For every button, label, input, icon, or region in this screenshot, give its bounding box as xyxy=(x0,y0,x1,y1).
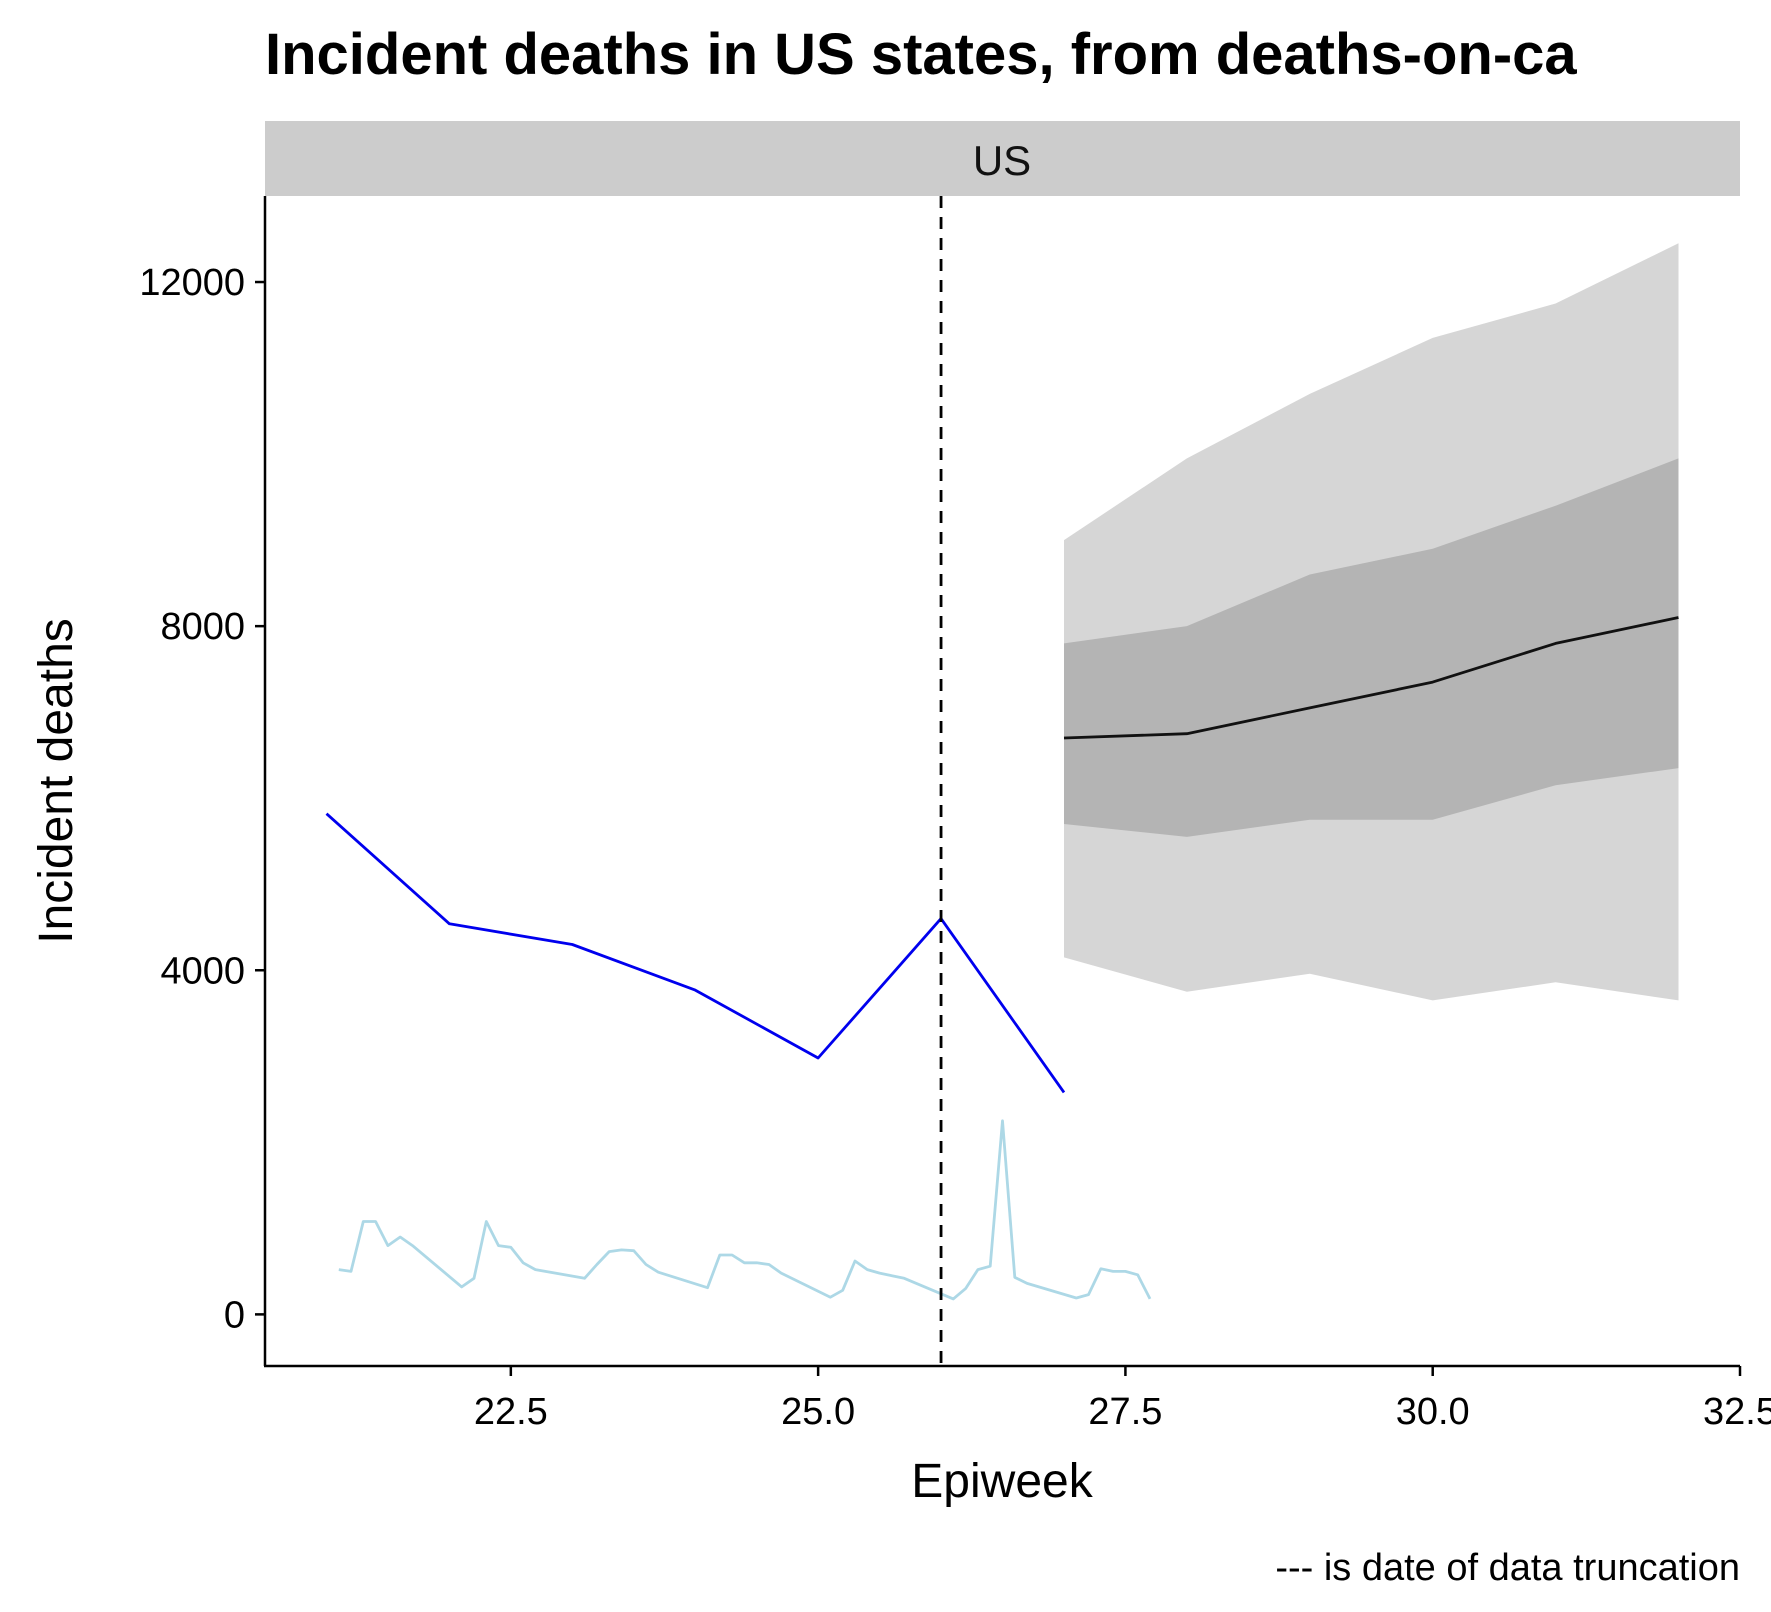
chart-title: Incident deaths in US states, from death… xyxy=(265,22,1577,87)
plot-marks xyxy=(325,196,1679,1366)
facet-strip-label: US xyxy=(973,137,1031,184)
daily-deaths-line xyxy=(338,1119,1152,1301)
x-tick-label: 27.5 xyxy=(1088,1391,1162,1433)
forecast-inner-band xyxy=(1064,458,1679,837)
y-tick-label: 8000 xyxy=(160,606,245,648)
x-tick-label: 22.5 xyxy=(474,1391,548,1433)
chart-caption: --- is date of data truncation xyxy=(1275,1547,1740,1589)
x-tick-label: 32.5 xyxy=(1703,1391,1771,1433)
plot-area xyxy=(325,196,1679,1366)
y-tick-label: 0 xyxy=(224,1294,245,1336)
axis-ticks: 22.5 25.0 27.5 30.0 32.5 0 4000 8000 12000 xyxy=(139,262,1771,1433)
y-tick-label: 4000 xyxy=(160,950,245,992)
y-axis-title: Incident deaths xyxy=(30,618,83,944)
x-axis-title: Epiweek xyxy=(911,1455,1093,1508)
y-tick-label: 12000 xyxy=(139,262,245,304)
x-tick-label: 25.0 xyxy=(781,1391,855,1433)
facet-strip xyxy=(265,121,1740,196)
weekly-deaths-line xyxy=(325,812,1066,1094)
x-tick-label: 30.0 xyxy=(1396,1391,1470,1433)
forecast-median-line xyxy=(1063,616,1679,740)
